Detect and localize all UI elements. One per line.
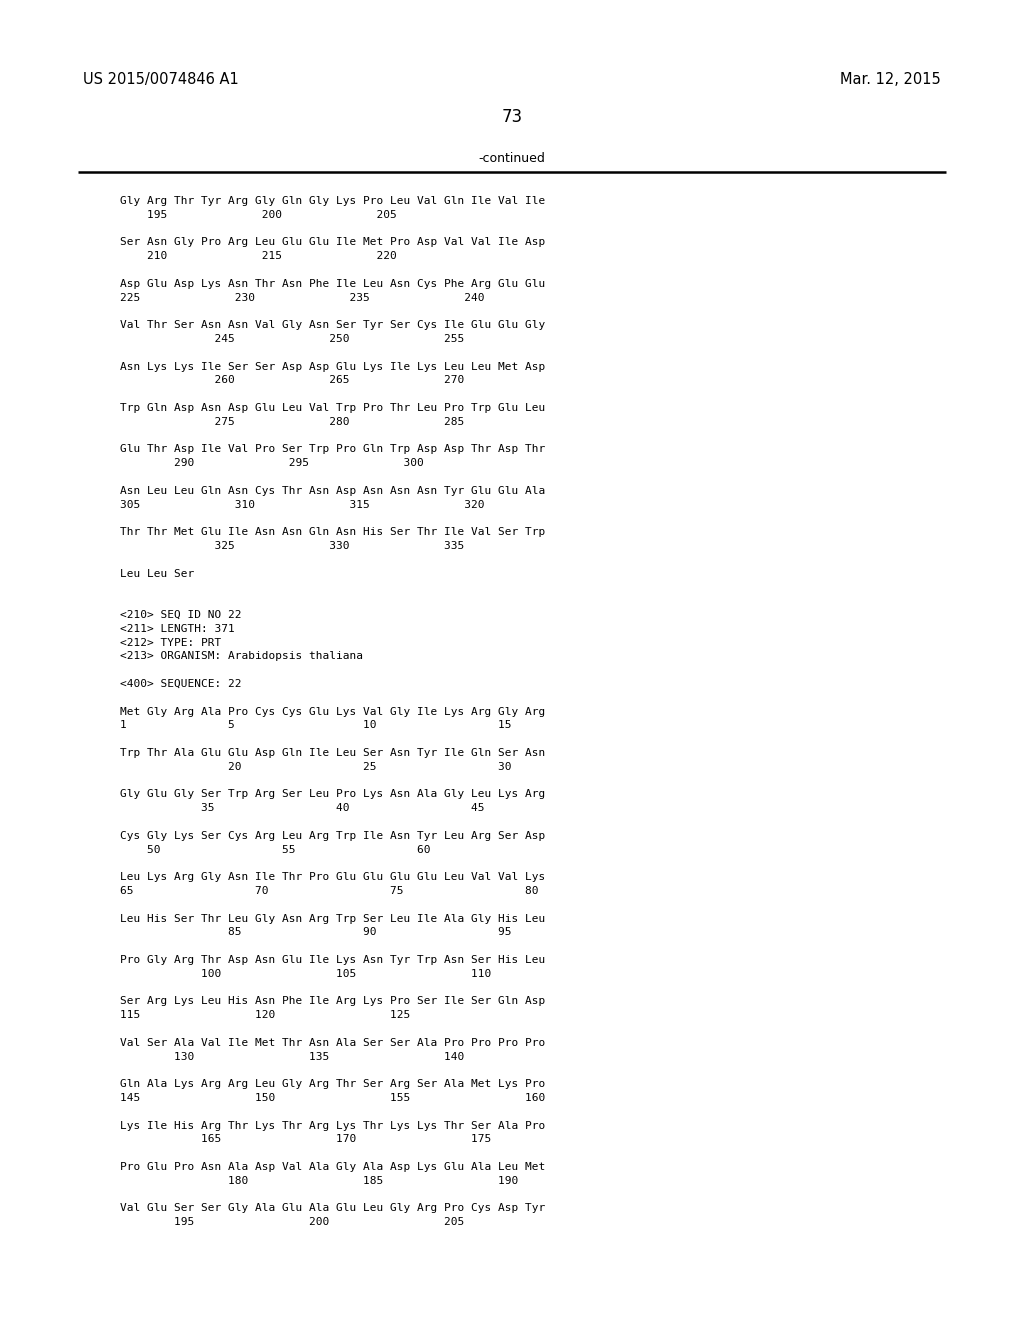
Text: 50                  55                  60: 50 55 60 [120, 845, 430, 854]
Text: 325              330              335: 325 330 335 [120, 541, 464, 550]
Text: 305              310              315              320: 305 310 315 320 [120, 499, 484, 510]
Text: <213> ORGANISM: Arabidopsis thaliana: <213> ORGANISM: Arabidopsis thaliana [120, 651, 362, 661]
Text: <210> SEQ ID NO 22: <210> SEQ ID NO 22 [120, 610, 242, 620]
Text: Ser Asn Gly Pro Arg Leu Glu Glu Ile Met Pro Asp Val Val Ile Asp: Ser Asn Gly Pro Arg Leu Glu Glu Ile Met … [120, 238, 545, 247]
Text: Val Glu Ser Ser Gly Ala Glu Ala Glu Leu Gly Arg Pro Cys Asp Tyr: Val Glu Ser Ser Gly Ala Glu Ala Glu Leu … [120, 1204, 545, 1213]
Text: 100                 105                 110: 100 105 110 [120, 969, 492, 979]
Text: Leu Lys Arg Gly Asn Ile Thr Pro Glu Glu Glu Glu Leu Val Val Lys: Leu Lys Arg Gly Asn Ile Thr Pro Glu Glu … [120, 873, 545, 882]
Text: Glu Thr Asp Ile Val Pro Ser Trp Pro Gln Trp Asp Asp Thr Asp Thr: Glu Thr Asp Ile Val Pro Ser Trp Pro Gln … [120, 445, 545, 454]
Text: Leu Leu Ser: Leu Leu Ser [120, 569, 195, 578]
Text: Met Gly Arg Ala Pro Cys Cys Glu Lys Val Gly Ile Lys Arg Gly Arg: Met Gly Arg Ala Pro Cys Cys Glu Lys Val … [120, 706, 545, 717]
Text: Thr Thr Met Glu Ile Asn Asn Gln Asn His Ser Thr Ile Val Ser Trp: Thr Thr Met Glu Ile Asn Asn Gln Asn His … [120, 527, 545, 537]
Text: Gly Glu Gly Ser Trp Arg Ser Leu Pro Lys Asn Ala Gly Leu Lys Arg: Gly Glu Gly Ser Trp Arg Ser Leu Pro Lys … [120, 789, 545, 800]
Text: 245              250              255: 245 250 255 [120, 334, 464, 345]
Text: Asn Lys Lys Ile Ser Ser Asp Asp Glu Lys Ile Lys Leu Leu Met Asp: Asn Lys Lys Ile Ser Ser Asp Asp Glu Lys … [120, 362, 545, 372]
Text: Trp Gln Asp Asn Asp Glu Leu Val Trp Pro Thr Leu Pro Trp Glu Leu: Trp Gln Asp Asn Asp Glu Leu Val Trp Pro … [120, 403, 545, 413]
Text: 225              230              235              240: 225 230 235 240 [120, 293, 484, 302]
Text: Lys Ile His Arg Thr Lys Thr Arg Lys Thr Lys Lys Thr Ser Ala Pro: Lys Ile His Arg Thr Lys Thr Arg Lys Thr … [120, 1121, 545, 1131]
Text: 1               5                   10                  15: 1 5 10 15 [120, 721, 512, 730]
Text: 20                  25                  30: 20 25 30 [120, 762, 512, 772]
Text: Val Ser Ala Val Ile Met Thr Asn Ala Ser Ser Ala Pro Pro Pro Pro: Val Ser Ala Val Ile Met Thr Asn Ala Ser … [120, 1038, 545, 1048]
Text: Asn Leu Leu Gln Asn Cys Thr Asn Asp Asn Asn Asn Tyr Glu Glu Ala: Asn Leu Leu Gln Asn Cys Thr Asn Asp Asn … [120, 486, 545, 496]
Text: Pro Gly Arg Thr Asp Asn Glu Ile Lys Asn Tyr Trp Asn Ser His Leu: Pro Gly Arg Thr Asp Asn Glu Ile Lys Asn … [120, 954, 545, 965]
Text: 275              280              285: 275 280 285 [120, 417, 464, 426]
Text: 115                 120                 125: 115 120 125 [120, 1010, 411, 1020]
Text: Mar. 12, 2015: Mar. 12, 2015 [840, 73, 941, 87]
Text: 85                  90                  95: 85 90 95 [120, 928, 512, 937]
Text: Val Thr Ser Asn Asn Val Gly Asn Ser Tyr Ser Cys Ile Glu Glu Gly: Val Thr Ser Asn Asn Val Gly Asn Ser Tyr … [120, 321, 545, 330]
Text: 210              215              220: 210 215 220 [120, 251, 396, 261]
Text: 73: 73 [502, 108, 522, 125]
Text: Cys Gly Lys Ser Cys Arg Leu Arg Trp Ile Asn Tyr Leu Arg Ser Asp: Cys Gly Lys Ser Cys Arg Leu Arg Trp Ile … [120, 830, 545, 841]
Text: 145                 150                 155                 160: 145 150 155 160 [120, 1093, 545, 1104]
Text: Gln Ala Lys Arg Arg Leu Gly Arg Thr Ser Arg Ser Ala Met Lys Pro: Gln Ala Lys Arg Arg Leu Gly Arg Thr Ser … [120, 1080, 545, 1089]
Text: 35                  40                  45: 35 40 45 [120, 803, 484, 813]
Text: Trp Thr Ala Glu Glu Asp Gln Ile Leu Ser Asn Tyr Ile Gln Ser Asn: Trp Thr Ala Glu Glu Asp Gln Ile Leu Ser … [120, 748, 545, 758]
Text: 260              265              270: 260 265 270 [120, 375, 464, 385]
Text: 165                 170                 175: 165 170 175 [120, 1134, 492, 1144]
Text: Leu His Ser Thr Leu Gly Asn Arg Trp Ser Leu Ile Ala Gly His Leu: Leu His Ser Thr Leu Gly Asn Arg Trp Ser … [120, 913, 545, 924]
Text: <400> SEQUENCE: 22: <400> SEQUENCE: 22 [120, 678, 242, 689]
Text: 65                  70                  75                  80: 65 70 75 80 [120, 886, 539, 896]
Text: <211> LENGTH: 371: <211> LENGTH: 371 [120, 624, 234, 634]
Text: -continued: -continued [478, 152, 546, 165]
Text: 180                 185                 190: 180 185 190 [120, 1176, 518, 1185]
Text: 290              295              300: 290 295 300 [120, 458, 424, 469]
Text: 195              200              205: 195 200 205 [120, 210, 396, 220]
Text: Asp Glu Asp Lys Asn Thr Asn Phe Ile Leu Asn Cys Phe Arg Glu Glu: Asp Glu Asp Lys Asn Thr Asn Phe Ile Leu … [120, 279, 545, 289]
Text: 195                 200                 205: 195 200 205 [120, 1217, 464, 1228]
Text: Ser Arg Lys Leu His Asn Phe Ile Arg Lys Pro Ser Ile Ser Gln Asp: Ser Arg Lys Leu His Asn Phe Ile Arg Lys … [120, 997, 545, 1006]
Text: US 2015/0074846 A1: US 2015/0074846 A1 [83, 73, 239, 87]
Text: Pro Glu Pro Asn Ala Asp Val Ala Gly Ala Asp Lys Glu Ala Leu Met: Pro Glu Pro Asn Ala Asp Val Ala Gly Ala … [120, 1162, 545, 1172]
Text: Gly Arg Thr Tyr Arg Gly Gln Gly Lys Pro Leu Val Gln Ile Val Ile: Gly Arg Thr Tyr Arg Gly Gln Gly Lys Pro … [120, 195, 545, 206]
Text: 130                 135                 140: 130 135 140 [120, 1052, 464, 1061]
Text: <212> TYPE: PRT: <212> TYPE: PRT [120, 638, 221, 648]
